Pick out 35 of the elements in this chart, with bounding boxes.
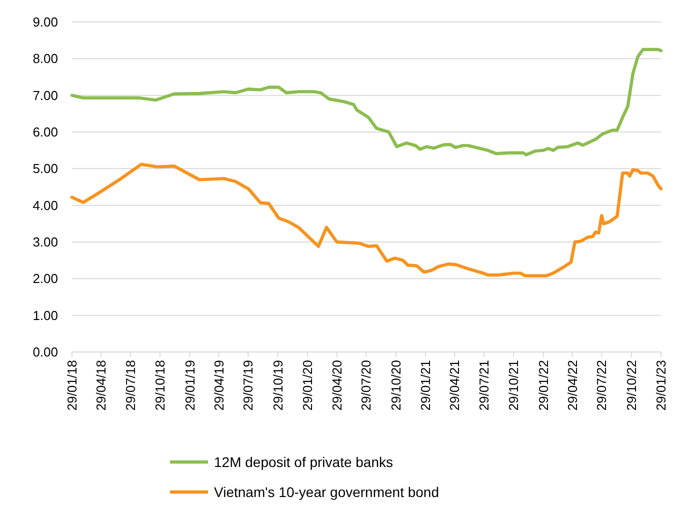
x-tick-label: 29/01/21 [418,360,434,411]
x-tick-label: 29/04/20 [329,360,344,411]
x-tick-label: 29/07/18 [122,360,138,411]
x-tick-label: 29/07/20 [358,360,374,411]
x-tick-label: 29/07/21 [476,360,492,411]
x-tick-label: 29/10/19 [270,360,286,411]
y-tick-label: 9.00 [32,14,58,30]
x-tick-label: 29/01/20 [300,360,316,411]
legend-label: Vietnam's 10-year government bond [214,484,439,500]
y-tick-label: 8.00 [32,51,58,66]
x-tick-label: 29/07/22 [594,360,610,411]
x-tick-label: 29/10/18 [152,360,168,411]
x-tick-label: 29/01/23 [654,360,669,411]
y-tick-label: 3.00 [32,234,58,250]
x-tick-label: 29/04/18 [94,360,109,411]
y-tick-label: 7.00 [32,88,58,103]
x-tick-label: 29/01/22 [536,360,551,411]
x-tick-label: 29/01/19 [182,360,198,411]
y-tick-label: 4.00 [32,198,58,213]
x-tick-label: 29/10/21 [506,360,522,411]
line-series [70,162,663,278]
y-tick-label: 0.00 [32,344,58,360]
y-tick-label: 6.00 [32,124,58,140]
x-tick-label: 29/04/22 [564,360,580,411]
line-series [70,48,663,156]
y-tick-label: 2.00 [32,271,58,286]
legend-label: 12M deposit of private banks [214,454,393,470]
y-tick-label: 5.00 [32,161,58,176]
x-tick-label: 29/04/19 [211,360,226,411]
x-tick-label: 29/04/21 [447,360,462,411]
x-tick-label: 29/10/20 [388,360,404,411]
x-tick-label: 29/10/22 [624,360,639,411]
y-tick-label: 1.00 [32,308,58,323]
x-tick-label: 29/07/19 [240,360,256,411]
x-tick-label: 29/01/18 [64,360,80,411]
